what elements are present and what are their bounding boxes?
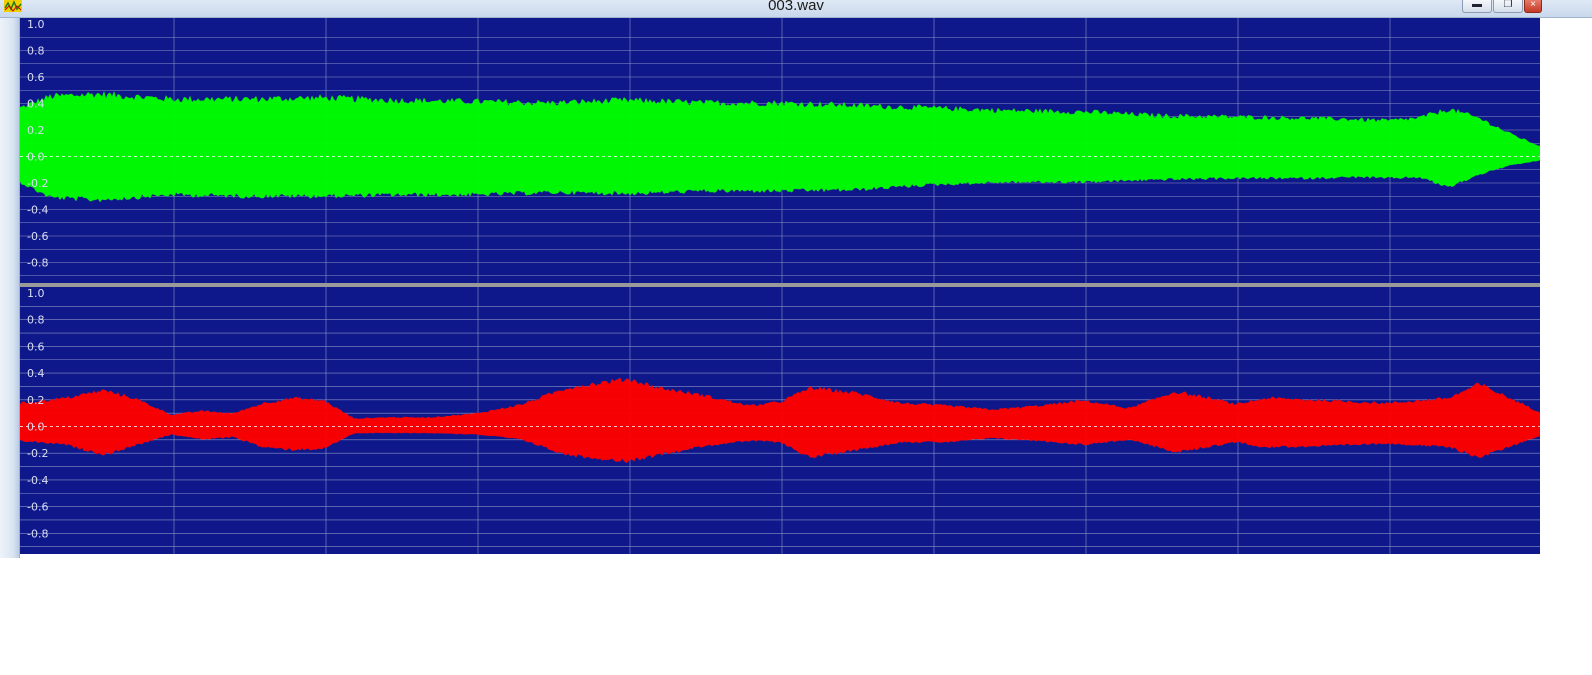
- y-tick-label: -0.4: [27, 204, 48, 217]
- channel-separator[interactable]: [20, 283, 1540, 287]
- y-tick-label: 0.6: [27, 340, 45, 353]
- y-tick-label: -0.6: [27, 230, 48, 243]
- waveform-app-icon[interactable]: [4, 0, 22, 12]
- title-bar[interactable]: 003.wav ▬ ❐ ×: [0, 0, 1592, 18]
- y-tick-label: -0.8: [27, 257, 48, 270]
- y-tick-label: -0.8: [27, 527, 48, 540]
- y-tick-label: 0.4: [27, 367, 45, 380]
- y-tick-label: 0.8: [27, 45, 45, 58]
- y-tick-label: 0.0: [27, 421, 45, 434]
- y-tick-label: 1.0: [27, 287, 45, 300]
- y-tick-label: -0.2: [27, 447, 48, 460]
- y-tick-label: 0.6: [27, 71, 45, 84]
- y-tick-label: 0.2: [27, 394, 45, 407]
- y-tick-label: 1.0: [27, 18, 45, 31]
- waveform-svg[interactable]: 1.0 0.8 0.6 0.4 0.2 0.0 -0.2 -0.4 -0.6 -0.8 1.0 0.…: [19, 18, 1541, 558]
- right-margin: [1540, 18, 1592, 558]
- y-tick-label: 0.2: [27, 124, 45, 137]
- y-tick-label: -0.6: [27, 501, 48, 514]
- wav-editor-window: 003.wav ▬ ❐ × 1.0 0.8 0.6 0.4 0.2 0.0 -0.2 -0.4…: [0, 0, 1592, 563]
- minimize-button[interactable]: ▬: [1462, 0, 1492, 13]
- close-button[interactable]: ×: [1524, 0, 1542, 13]
- y-tick-label: 0.4: [27, 98, 45, 111]
- y-tick-label: 0.0: [27, 151, 45, 164]
- waveform-display[interactable]: 1.0 0.8 0.6 0.4 0.2 0.0 -0.2 -0.4 -0.6 -0.8 1.0 0.…: [19, 18, 1541, 563]
- y-tick-label: -0.4: [27, 474, 48, 487]
- restore-button[interactable]: ❐: [1493, 0, 1523, 13]
- minimize-icon: ▬: [1472, 0, 1482, 10]
- channel-1-panel[interactable]: 1.0 0.8 0.6 0.4 0.2 0.0 -0.2 -0.4 -0.6 -0.8: [19, 18, 1541, 283]
- bottom-border: [20, 554, 1540, 557]
- y-tick-label: 0.8: [27, 314, 45, 327]
- restore-icon: ❐: [1503, 0, 1513, 10]
- y-tick-label: -0.2: [27, 177, 48, 190]
- window-title: 003.wav: [768, 0, 824, 14]
- close-icon: ×: [1530, 0, 1536, 10]
- left-scroll-strip[interactable]: [0, 18, 20, 558]
- channel-2-panel[interactable]: 1.0 0.8 0.6 0.4 0.2 0.0 -0.2 -0.4 -0.6 -0.8: [19, 287, 1541, 554]
